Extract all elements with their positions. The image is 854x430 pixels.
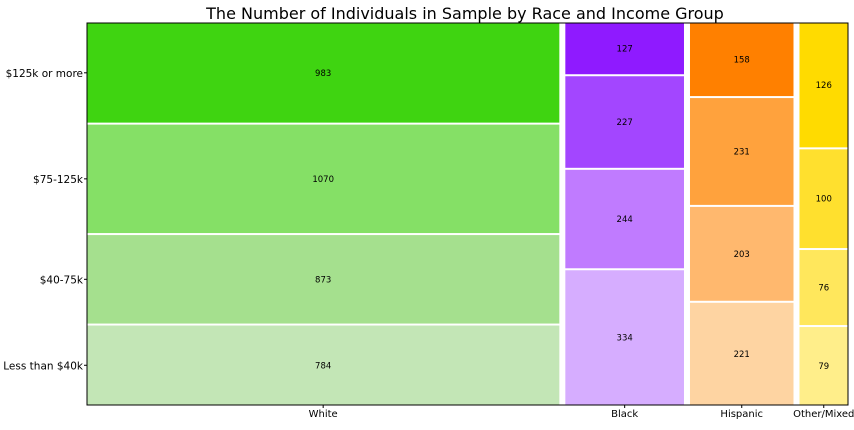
mosaic-tile-hispanic-75-125k xyxy=(689,98,794,205)
mosaic-tile-black-less-than-40k xyxy=(565,270,684,405)
mosaic-tile-other-mixed-40-75k xyxy=(799,250,848,326)
mosaic-tile-white-75-125k xyxy=(87,124,560,234)
value-label-hispanic-125k-or-more: 158 xyxy=(734,56,750,66)
mosaic-tile-black-40-75k xyxy=(565,169,684,269)
value-label-hispanic-less-than-40k: 221 xyxy=(734,350,750,360)
value-label-white-75-125k: 1070 xyxy=(312,175,334,185)
plot-frame xyxy=(86,22,849,406)
x-axis: White Black Hispanic Other/Mixed xyxy=(309,405,854,420)
x-tick-label-other-mixed: Other/Mixed xyxy=(793,409,854,420)
mosaic-tile-hispanic-125k-or-more xyxy=(689,23,794,97)
value-label-other-mixed-40-75k: 76 xyxy=(818,284,829,294)
y-tick-label-less-than-40k: Less than $40k xyxy=(3,360,84,372)
mosaic-tile-white-40-75k xyxy=(87,235,560,324)
value-label-black-125k-or-more: 127 xyxy=(617,45,633,55)
value-label-other-mixed-75-125k: 100 xyxy=(816,195,832,205)
mosaic-tile-white-less-than-40k xyxy=(87,325,560,405)
y-tick-label-75-125k: $75-125k xyxy=(33,174,84,186)
value-label-white-125k-or-more: 983 xyxy=(315,69,331,79)
x-tick-label-black: Black xyxy=(611,409,638,420)
value-label-white-40-75k: 873 xyxy=(315,275,331,285)
value-label-other-mixed-125k-or-more: 126 xyxy=(816,81,832,91)
value-label-black-40-75k: 244 xyxy=(617,215,633,225)
value-label-white-less-than-40k: 784 xyxy=(315,361,331,371)
mosaic-tile-other-mixed-75-125k xyxy=(799,149,848,249)
mosaic-tile-black-125k-or-more xyxy=(565,23,684,75)
value-label-black-75-125k: 227 xyxy=(617,118,633,128)
chart-title: The Number of Individuals in Sample by R… xyxy=(205,4,724,23)
mosaic-tile-black-75-125k xyxy=(565,76,684,168)
mosaic-tile-other-mixed-125k-or-more xyxy=(799,23,848,148)
y-tick-label-40-75k: $40-75k xyxy=(40,274,84,286)
mosaic-tile-hispanic-40-75k xyxy=(689,206,794,301)
mosaic-tile-hispanic-less-than-40k xyxy=(689,302,794,405)
value-label-other-mixed-less-than-40k: 79 xyxy=(818,362,829,372)
x-tick-label-white: White xyxy=(309,409,338,420)
value-label-hispanic-75-125k: 231 xyxy=(734,147,750,157)
tiles-layer xyxy=(87,23,848,405)
value-label-black-less-than-40k: 334 xyxy=(617,334,633,344)
value-labels-layer: 784 873 1070 983 334 244 227 127 221 203 231 158 79 7… xyxy=(312,45,832,372)
y-axis: Less than $40k $40-75k $75-125k $125k or mo… xyxy=(3,68,87,372)
mosaic-tile-white-125k-or-more xyxy=(87,23,560,123)
mosaic-tile-other-mixed-less-than-40k xyxy=(799,327,848,405)
y-tick-label-125k-or-more: $125k or more xyxy=(6,68,83,80)
value-label-hispanic-40-75k: 203 xyxy=(734,250,750,260)
x-tick-label-hispanic: Hispanic xyxy=(720,409,763,420)
